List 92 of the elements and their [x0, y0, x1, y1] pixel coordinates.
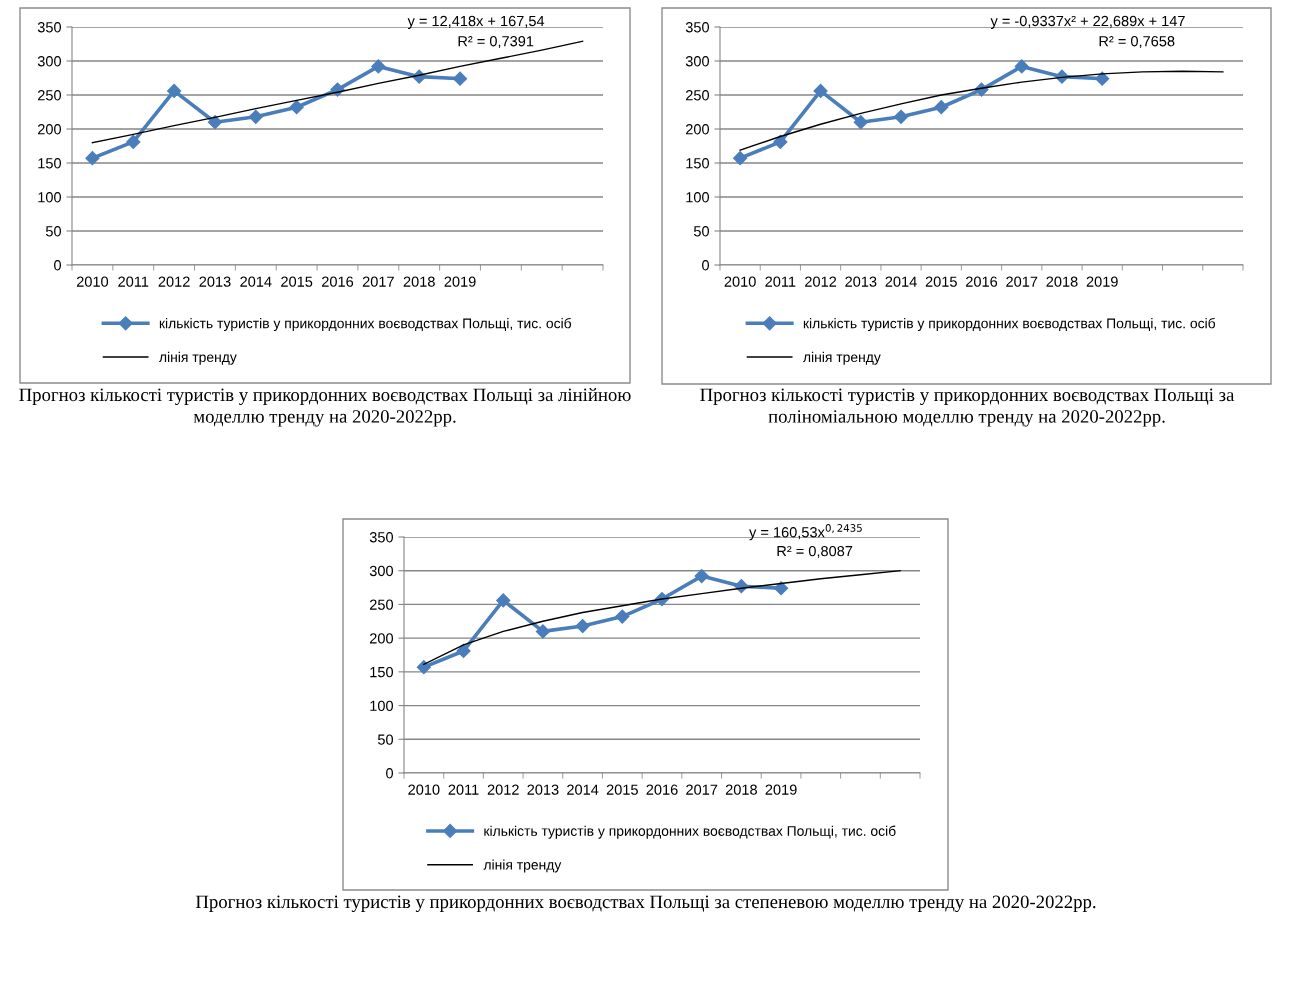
annotation: y = 12,418x + 167,54 [407, 15, 545, 30]
x-tick-label: 2017 [686, 784, 718, 795]
y-tick-label: 300 [37, 56, 62, 67]
legend-label: лінія тренду [803, 351, 881, 365]
point [416, 660, 431, 675]
point [207, 115, 223, 130]
point [853, 115, 868, 130]
x-tick-label: 2015 [606, 784, 638, 795]
legend-label: лінія тренду [159, 351, 237, 365]
x-tick-label: 2019 [765, 784, 797, 795]
x-tick-label: 2016 [646, 784, 678, 795]
legend-label: кількість туристів у прикордонних воєводствах Польщі, тис. осіб [484, 825, 896, 839]
text: Прогноз кількості туристів у прикордонних воєводствах Польщі за степеневою моделлю тренду на 2020-2022рр. [195, 895, 1096, 912]
y-tick-label: 250 [685, 90, 710, 101]
x-tick-label: 2018 [725, 784, 757, 795]
x-tick-label: 2015 [281, 276, 313, 287]
x-tick-label: 2011 [118, 276, 149, 287]
x-tick-label: 2010 [408, 784, 440, 795]
x-tick-label: 2013 [199, 276, 231, 287]
y-tick-label: 50 [693, 226, 710, 237]
legend-label: кількість туристів у прикордонних воєводствах Польщі, тис. осіб [159, 317, 572, 332]
x-tick-label: 2010 [76, 276, 109, 287]
point [694, 569, 709, 584]
point [893, 109, 909, 124]
text: Прогноз кількості туристів у прикордонних воєводствах Польщі за лінійною моделлю тренду на 2020-2022рр. [19, 388, 631, 427]
y-tick-label: 200 [369, 633, 394, 644]
x-tick-label: 2012 [805, 276, 837, 287]
point [934, 100, 949, 115]
annotation: y = 160,53x$^{0,2435}$ [749, 524, 862, 541]
y-tick-label: 200 [685, 124, 710, 135]
point [733, 151, 748, 166]
point [813, 83, 828, 98]
y-tick-label: 50 [377, 734, 394, 745]
x-tick-label: 2011 [448, 784, 479, 795]
legend-label: лінія тренду [483, 859, 562, 873]
x-tick-label: 2013 [845, 276, 877, 287]
x-tick-label: 2016 [966, 276, 998, 287]
x-tick-label: 2017 [1006, 276, 1038, 287]
point [126, 134, 141, 149]
point [1095, 71, 1110, 86]
x-tick-label: 2017 [362, 276, 394, 287]
point [496, 593, 511, 608]
point [167, 83, 182, 98]
point [85, 151, 100, 166]
x-tick-label: 2015 [925, 276, 957, 287]
point [371, 59, 386, 74]
y-tick-label: 300 [685, 56, 710, 67]
y-tick-label: 250 [37, 90, 62, 101]
y-tick-label: 100 [686, 192, 710, 203]
y-tick-label: 350 [37, 22, 62, 33]
y-tick-label: 100 [370, 700, 394, 711]
annotation: R² = 0,7391 [458, 36, 534, 49]
point [535, 624, 551, 639]
legend-label: кількість туристів у прикордонних воєводствах Польщі, тис. осіб [803, 317, 1216, 332]
y-tick-label: 150 [686, 158, 710, 169]
y-tick-label: 200 [37, 124, 62, 135]
point [248, 109, 263, 124]
y-tick-label: 0 [386, 768, 394, 779]
y-tick-label: 150 [38, 158, 62, 169]
point [452, 71, 468, 86]
x-tick-label: 2014 [885, 276, 917, 287]
annotation: R² = 0,8087 [777, 545, 853, 558]
x-tick-label: 2010 [724, 276, 756, 287]
x-tick-label: 2019 [1086, 276, 1118, 287]
y-tick-label: 350 [369, 532, 394, 543]
x-tick-label: 2012 [158, 276, 190, 287]
point [773, 581, 789, 596]
y-tick-label: 250 [369, 599, 394, 610]
point [575, 618, 590, 634]
point [615, 609, 630, 624]
y-tick-label: 300 [369, 565, 394, 577]
x-tick-label: 2013 [527, 784, 559, 795]
point [289, 100, 304, 115]
point [1014, 59, 1029, 74]
y-tick-label: 0 [702, 260, 710, 271]
x-tick-label: 2018 [403, 276, 435, 287]
annotation: R² = 0,7658 [1099, 36, 1175, 49]
x-tick-label: 2014 [567, 784, 599, 795]
x-tick-label: 2019 [444, 276, 476, 287]
y-tick-label: 0 [54, 260, 62, 271]
x-tick-label: 2012 [487, 784, 519, 795]
x-tick-label: 2018 [1046, 276, 1078, 287]
y-tick-label: 50 [45, 226, 62, 237]
text: Прогноз кількості туристів у прикордонних воєводствах Польщі за поліноміальною моделлю тренду на 2020-2022рр. [700, 388, 1235, 427]
y-tick-label: 100 [38, 192, 62, 203]
annotation: y = -0,9337x² + 22,689x + 147 [990, 15, 1185, 30]
x-tick-label: 2014 [240, 276, 272, 287]
y-tick-label: 350 [685, 22, 710, 33]
y-tick-label: 150 [370, 666, 394, 678]
point [773, 134, 788, 149]
x-tick-label: 2016 [322, 276, 354, 287]
x-tick-label: 2011 [765, 276, 796, 287]
